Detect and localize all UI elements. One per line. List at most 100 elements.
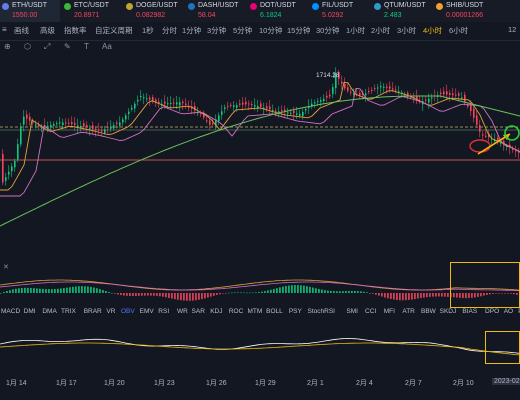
indicator-tab-roc[interactable]: ROC bbox=[228, 308, 244, 315]
indicator-tab-macd[interactable]: MACD bbox=[1, 308, 21, 315]
period-1s[interactable]: 1秒 bbox=[142, 26, 154, 35]
candle bbox=[77, 125, 79, 128]
period-3m[interactable]: 3分钟 bbox=[207, 26, 227, 35]
indicator-tab-position[interactable]: Position bbox=[518, 308, 520, 315]
candle bbox=[47, 125, 49, 130]
macd-bar bbox=[492, 293, 494, 294]
draw-line-button[interactable]: 画线 bbox=[14, 26, 29, 35]
period-2h[interactable]: 2小时 bbox=[371, 26, 391, 35]
candle bbox=[410, 96, 412, 98]
macd-bar bbox=[270, 289, 272, 293]
indicator-tab-dmi[interactable]: DMI bbox=[23, 308, 36, 315]
candle bbox=[185, 103, 187, 105]
macd-bar bbox=[342, 291, 344, 293]
indicator-icon[interactable]: ⬡ bbox=[24, 42, 31, 51]
candle bbox=[365, 93, 367, 96]
pen-icon[interactable]: ✎ bbox=[64, 42, 71, 51]
period-6h[interactable]: 6小时 bbox=[449, 26, 469, 35]
candle bbox=[65, 122, 67, 124]
close-pane-icon[interactable]: ✕ bbox=[3, 264, 9, 271]
indicator-tab-brar[interactable]: BRAR bbox=[83, 308, 102, 315]
ticker-item[interactable]: ETH/USDT 1550.00 bbox=[0, 0, 60, 22]
indicator-tab-cci[interactable]: CCI bbox=[365, 308, 377, 315]
macd-bar bbox=[138, 293, 140, 296]
indicator-tab-dpo[interactable]: DPO bbox=[485, 308, 500, 315]
period-4h[interactable]: 4小时 bbox=[423, 26, 443, 35]
candle bbox=[53, 124, 55, 126]
indicator-tab-obv[interactable]: OBV bbox=[121, 308, 135, 315]
indicator-tab-atr[interactable]: ATR bbox=[402, 308, 415, 315]
ticker-item[interactable]: ETC/USDT 20.8971 bbox=[62, 0, 122, 22]
macd-bar bbox=[234, 292, 236, 294]
indicator-tab-kdj[interactable]: KDJ bbox=[210, 308, 223, 315]
indicator-tab-psy[interactable]: PSY bbox=[288, 308, 302, 315]
candle bbox=[407, 92, 409, 96]
annotation-circle bbox=[504, 125, 520, 141]
candle bbox=[71, 122, 73, 125]
indicator-tab-mtm[interactable]: MTM bbox=[247, 308, 263, 315]
candle bbox=[218, 115, 220, 122]
period-30m[interactable]: 30分钟 bbox=[316, 26, 340, 35]
indicator-tab-stochrsi[interactable]: StochRSI bbox=[307, 308, 335, 315]
macd-bar bbox=[471, 293, 473, 298]
macd-bar bbox=[345, 291, 347, 293]
indicator-tab-vr[interactable]: VR bbox=[106, 308, 116, 315]
candle bbox=[44, 125, 46, 127]
advanced-button[interactable]: 高级 bbox=[40, 26, 55, 35]
indicator-tab-bbw[interactable]: BBW bbox=[421, 308, 436, 315]
candle bbox=[92, 125, 94, 129]
macd-pane[interactable] bbox=[0, 262, 520, 308]
ticker-item[interactable]: DOT/USDT 6.1824 bbox=[248, 0, 308, 22]
macd-bar bbox=[96, 288, 98, 293]
macd-bar bbox=[300, 285, 302, 293]
indicator-tab-rsi[interactable]: RSI bbox=[158, 308, 170, 315]
ticker-item[interactable]: QTUM/USDT 2.483 bbox=[372, 0, 432, 22]
period-1m[interactable]: 1分钟 bbox=[182, 26, 202, 35]
period-15m[interactable]: 15分钟 bbox=[287, 26, 311, 35]
macd-bar bbox=[513, 293, 515, 295]
period-3h[interactable]: 3小时 bbox=[397, 26, 417, 35]
text-icon[interactable]: T bbox=[84, 42, 89, 51]
indicator-tab-ao[interactable]: AO bbox=[503, 308, 514, 315]
indicator-tab-bias[interactable]: BIAS bbox=[462, 308, 478, 315]
indicator-tab-boll[interactable]: BOLL bbox=[266, 308, 283, 315]
indicator-tab-trix[interactable]: TRIX bbox=[61, 308, 76, 315]
period-1h[interactable]: 1小时 bbox=[346, 26, 366, 35]
macd-bar bbox=[495, 293, 497, 294]
macd-bar bbox=[51, 289, 53, 293]
indicator-tab-emv[interactable]: EMV bbox=[139, 308, 154, 315]
ticker-item[interactable]: FIL/USDT 5.0292 bbox=[310, 0, 370, 22]
macd-bar bbox=[246, 292, 248, 294]
macd-bar bbox=[258, 292, 260, 293]
period-12h[interactable]: 12 bbox=[508, 25, 517, 34]
crosshair-icon[interactable]: ⊕ bbox=[4, 42, 11, 51]
indicator-tab-smi[interactable]: SMI bbox=[346, 308, 358, 315]
macd-bar bbox=[303, 285, 305, 293]
ticker-item[interactable]: DOGE/USDT 0.082982 bbox=[124, 0, 184, 22]
indicator-tab-sar[interactable]: SAR bbox=[191, 308, 205, 315]
period-5m[interactable]: 5分钟 bbox=[233, 26, 253, 35]
price-chart[interactable] bbox=[0, 56, 520, 262]
custom-period-button[interactable]: 自定义周期 bbox=[95, 26, 133, 35]
macd-bar bbox=[201, 293, 203, 300]
indicator-tab-skdj[interactable]: SKDJ bbox=[439, 308, 457, 315]
candle bbox=[464, 94, 466, 102]
font-size-icon[interactable]: Aa bbox=[102, 42, 112, 51]
period-10m[interactable]: 10分钟 bbox=[259, 26, 283, 35]
index-rate-button[interactable]: 指数率 bbox=[64, 26, 87, 35]
macd-bar bbox=[129, 293, 131, 296]
indicator-tab-dma[interactable]: DMA bbox=[42, 308, 57, 315]
ticker-price: 1550.00 bbox=[12, 12, 38, 19]
obv-pane[interactable] bbox=[0, 318, 520, 374]
candle bbox=[179, 102, 181, 106]
ticker-item[interactable]: SHIB/USDT 0.00001266 bbox=[434, 0, 494, 22]
period-timeline[interactable]: 分时 bbox=[162, 26, 177, 35]
indicator-tab-mfi[interactable]: MFI bbox=[383, 308, 395, 315]
indicator-tab-wr[interactable]: WR bbox=[176, 308, 188, 315]
ticker-item[interactable]: DASH/USDT 58.04 bbox=[186, 0, 246, 22]
fullscreen-icon[interactable]: ⤢ bbox=[44, 42, 51, 51]
candle bbox=[236, 105, 238, 108]
macd-bar bbox=[126, 293, 128, 296]
menu-icon[interactable]: ≡ bbox=[2, 25, 7, 34]
macd-bar bbox=[375, 293, 377, 295]
